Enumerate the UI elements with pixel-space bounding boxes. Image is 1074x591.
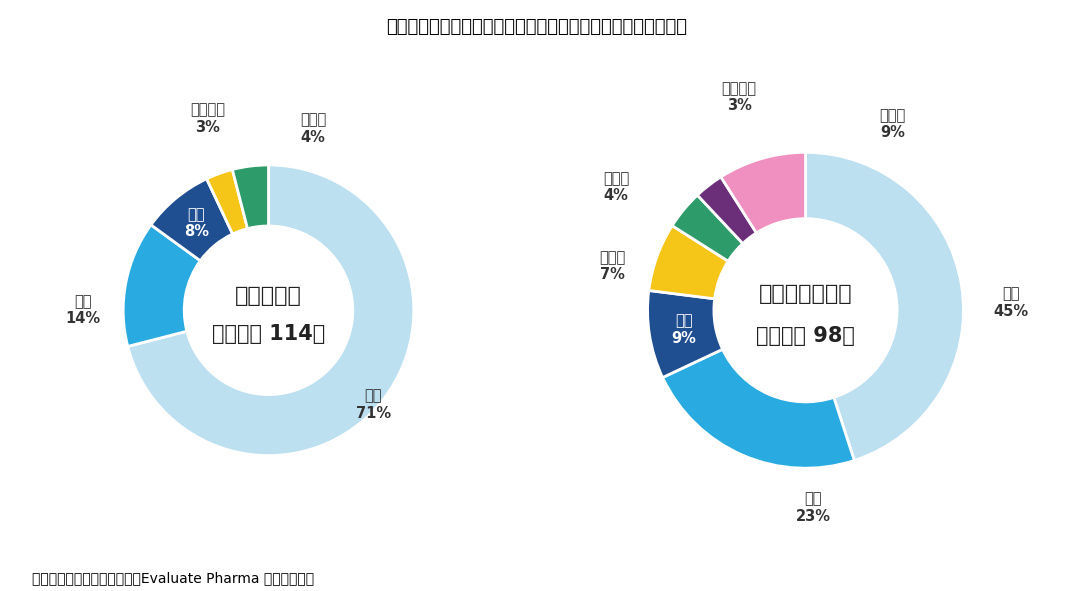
Text: フランス
3%: フランス 3% — [722, 81, 757, 113]
Wedge shape — [649, 226, 728, 299]
Text: 日本
71%: 日本 71% — [355, 388, 391, 421]
Wedge shape — [648, 291, 723, 378]
Wedge shape — [806, 152, 963, 460]
Text: カナダ
7%: カナダ 7% — [599, 250, 626, 282]
Text: アカデミア: アカデミア — [235, 285, 302, 306]
Wedge shape — [232, 165, 268, 229]
Text: 米国
14%: 米国 14% — [64, 294, 100, 326]
Text: 英国
8%: 英国 8% — [184, 207, 208, 239]
Text: 日本
23%: 日本 23% — [796, 492, 831, 524]
Wedge shape — [206, 170, 247, 234]
Wedge shape — [672, 195, 743, 261]
Text: 出所：各社プレスリリース、Evaluate Pharma をもとに作成: 出所：各社プレスリリース、Evaluate Pharma をもとに作成 — [32, 571, 315, 585]
Text: 図５　研究提携先（アカデミア、創薬ベンチャー）の国籍割合: 図５ 研究提携先（アカデミア、創薬ベンチャー）の国籍割合 — [387, 18, 687, 35]
Wedge shape — [697, 177, 756, 243]
Wedge shape — [721, 152, 806, 233]
Text: オランダ
3%: オランダ 3% — [190, 102, 224, 135]
Text: との提携 114件: との提携 114件 — [212, 323, 325, 343]
Wedge shape — [124, 225, 201, 346]
Text: スイス
4%: スイス 4% — [603, 171, 629, 203]
Wedge shape — [663, 349, 854, 468]
Text: その他
4%: その他 4% — [301, 112, 326, 145]
Wedge shape — [151, 179, 233, 261]
Text: 米国
45%: 米国 45% — [993, 286, 1029, 319]
Text: との提携 98件: との提携 98件 — [756, 326, 855, 346]
Text: その他
9%: その他 9% — [880, 108, 905, 140]
Text: 英国
9%: 英国 9% — [671, 313, 696, 346]
Text: 創薬ベンチャー: 創薬ベンチャー — [758, 284, 853, 304]
Wedge shape — [128, 165, 413, 456]
